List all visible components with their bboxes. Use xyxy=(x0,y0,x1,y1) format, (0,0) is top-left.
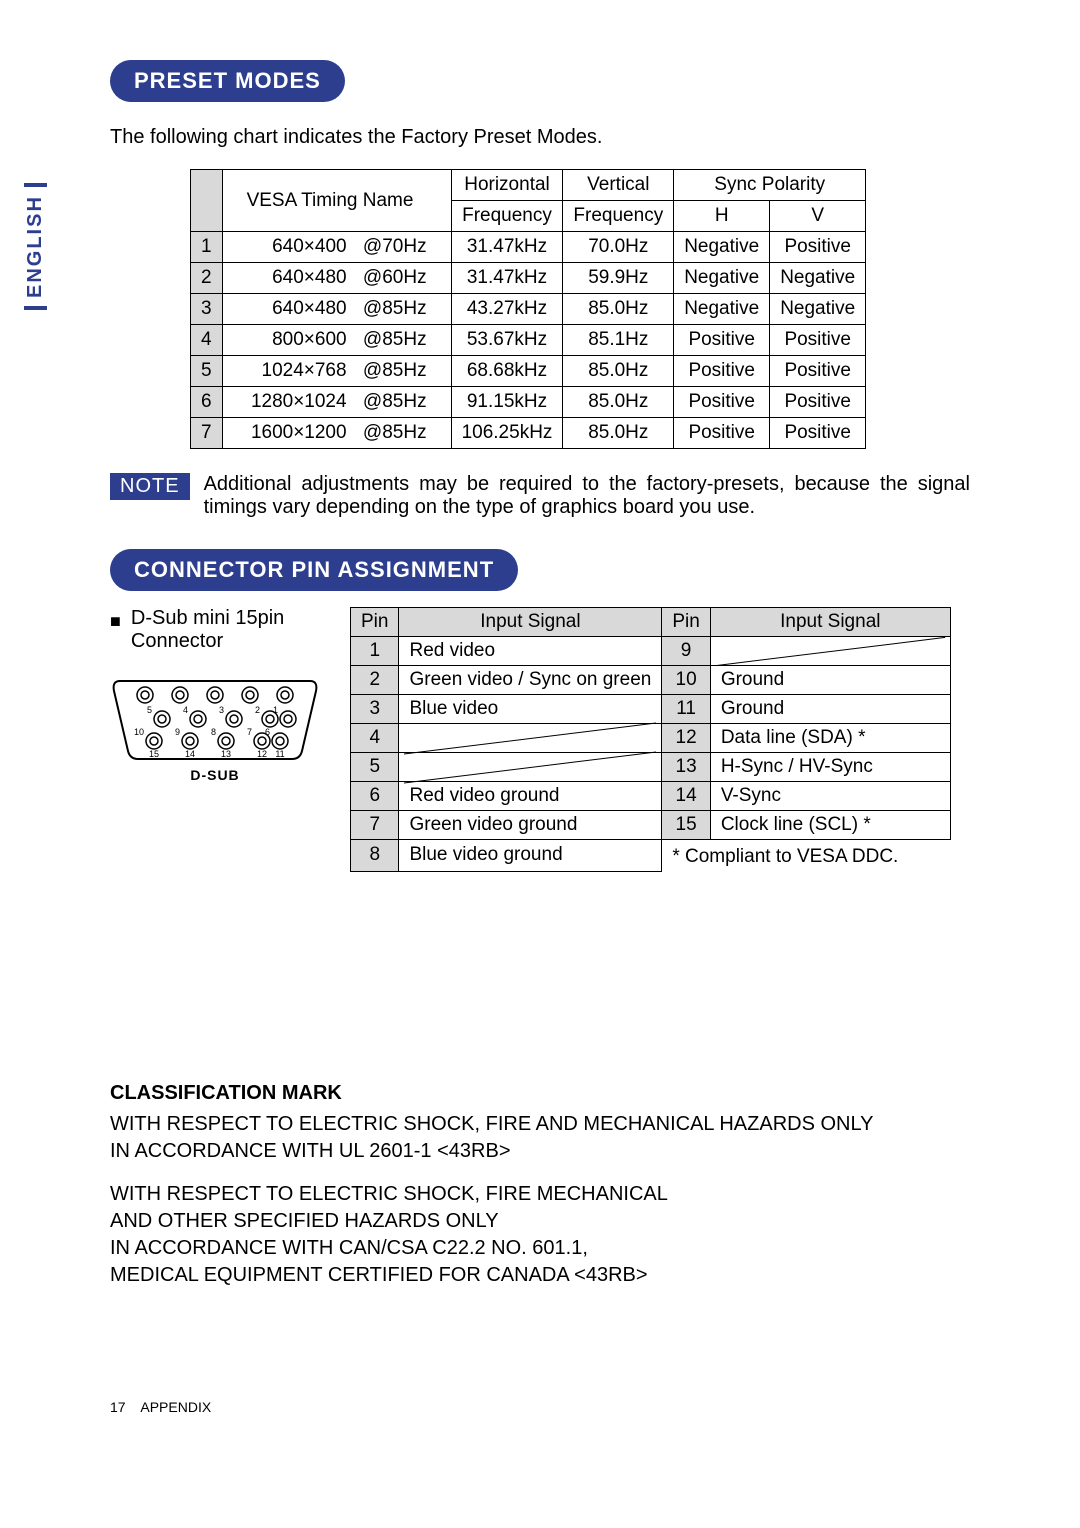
bullet-icon: ■ xyxy=(110,607,121,653)
table-row: 1Red video9 xyxy=(351,637,951,666)
table-row: 6Red video ground14V-Sync xyxy=(351,782,951,811)
svg-text:6: 6 xyxy=(265,727,270,737)
preset-modes-heading: PRESET MODES xyxy=(110,60,345,102)
table-row: 61280×1024@85Hz91.15kHz85.0HzPositivePos… xyxy=(191,387,866,418)
note-badge: NOTE xyxy=(110,473,190,500)
connector-heading: CONNECTOR PIN ASSIGNMENT xyxy=(110,549,518,591)
table-row: 2Green video / Sync on green10Ground xyxy=(351,666,951,695)
svg-text:9: 9 xyxy=(175,727,180,737)
svg-text:2: 2 xyxy=(255,705,260,715)
classification-block: CLASSIFICATION MARK WITH RESPECT TO ELEC… xyxy=(110,1082,970,1289)
svg-text:3: 3 xyxy=(219,705,224,715)
preset-intro: The following chart indicates the Factor… xyxy=(110,126,970,149)
dsub-diagram: 54321 1015914813712611 D-SUB xyxy=(110,673,320,783)
svg-text:5: 5 xyxy=(147,705,152,715)
table-row: 4800×600@85Hz53.67kHz85.1HzPositivePosit… xyxy=(191,325,866,356)
table-row: 513H-Sync / HV-Sync xyxy=(351,753,951,782)
svg-text:15: 15 xyxy=(149,749,159,759)
language-tab: ENGLISH xyxy=(24,183,47,310)
table-row: 3640×480@85Hz43.27kHz85.0HzNegativeNegat… xyxy=(191,294,866,325)
table-row: 1640×400@70Hz31.47kHz70.0HzNegativePosit… xyxy=(191,232,866,263)
svg-text:14: 14 xyxy=(185,749,195,759)
page-footer: 17 APPENDIX xyxy=(110,1399,970,1415)
note-block: NOTE Additional adjustments may be requi… xyxy=(110,473,970,519)
table-row: 7Green video ground15Clock line (SCL) * xyxy=(351,811,951,840)
svg-text:13: 13 xyxy=(221,749,231,759)
pin-table: Pin Input Signal Pin Input Signal 1Red v… xyxy=(350,607,951,872)
table-row: 8Blue video ground* Compliant to VESA DD… xyxy=(351,840,951,872)
preset-modes-table: VESA Timing Name Horizontal Vertical Syn… xyxy=(190,169,866,449)
table-row: 3Blue video11Ground xyxy=(351,695,951,724)
table-row: 71600×1200@85Hz106.25kHz85.0HzPositivePo… xyxy=(191,418,866,449)
svg-text:7: 7 xyxy=(247,727,252,737)
connector-name: ■ D-Sub mini 15pin Connector xyxy=(110,607,320,653)
svg-text:4: 4 xyxy=(183,705,188,715)
language-tab-text: ENGLISH xyxy=(24,195,46,298)
svg-text:11: 11 xyxy=(275,749,284,759)
svg-text:1: 1 xyxy=(273,705,278,715)
svg-text:12: 12 xyxy=(257,749,267,759)
table-row: 2640×480@60Hz31.47kHz59.9HzNegativeNegat… xyxy=(191,263,866,294)
svg-text:8: 8 xyxy=(211,727,216,737)
note-text: Additional adjustments may be required t… xyxy=(204,473,970,519)
table-row: 51024×768@85Hz68.68kHz85.0HzPositivePosi… xyxy=(191,356,866,387)
svg-text:10: 10 xyxy=(134,727,144,737)
table-row: 412Data line (SDA) * xyxy=(351,724,951,753)
